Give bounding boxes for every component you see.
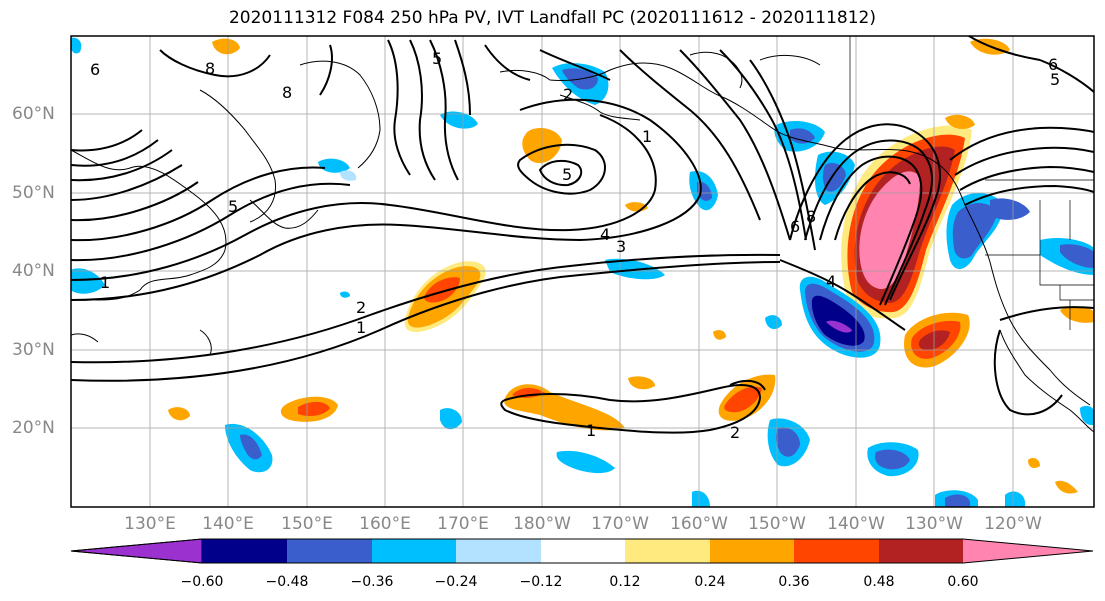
lon-label: 130°W: [905, 514, 963, 534]
colorbar-tick-label: 0.48: [863, 574, 895, 590]
colorbar-tick-label: 0.12: [609, 574, 641, 590]
colorbar-cell: [710, 539, 794, 563]
colorbar-cell: [963, 539, 1093, 563]
colorbar: [70, 538, 1094, 564]
lon-label: 130°E: [124, 514, 176, 534]
colorbar-tick-label: −0.60: [180, 574, 224, 590]
colorbar-cell: [879, 539, 963, 563]
colorbar-tick-label: −0.12: [519, 574, 563, 590]
colorbar-outline: [70, 538, 1094, 564]
colorbar-cell: [456, 539, 541, 563]
pv-label: 8: [282, 83, 292, 102]
lon-label: 150°E: [281, 514, 333, 534]
pv-label: 5: [562, 165, 572, 184]
colorbar-cell: [794, 539, 879, 563]
map-title: 2020111312 F084 250 hPa PV, IVT Landfall…: [228, 8, 876, 28]
colorbar-cell: [287, 539, 372, 563]
lat-label: 30°N: [12, 340, 55, 360]
map-frame: [70, 35, 1095, 508]
pv-label: 8: [806, 207, 816, 226]
pv-contours: [71, 36, 1094, 434]
pv-label: 6: [790, 217, 800, 236]
pv-label: 5: [1050, 70, 1060, 89]
lon-label: 150°W: [748, 514, 806, 534]
colorbar-tick-label: 0.24: [694, 574, 726, 590]
pv-label: 6: [90, 60, 100, 79]
lat-label: 60°N: [12, 104, 55, 124]
lon-label: 170°E: [437, 514, 489, 534]
pv-label: 4: [600, 225, 610, 244]
lat-label: 40°N: [12, 261, 55, 281]
colorbar-cell: [372, 539, 456, 563]
lon-label: 140°W: [827, 514, 885, 534]
pv-label: 1: [642, 127, 652, 146]
pv-label: 4: [826, 272, 836, 291]
pv-label: 1: [356, 318, 366, 337]
lon-label: 140°E: [202, 514, 254, 534]
lat-label: 20°N: [12, 418, 55, 438]
colorbar-tick-label: −0.36: [350, 574, 394, 590]
pv-label: 2: [730, 423, 740, 442]
pv-label: 3: [616, 237, 626, 256]
pv-contour-labels: 2 1 3 4 5 5 8 8 6 8 6 4 1 2 1 2 6 5 5 1: [90, 49, 1060, 442]
lat-label: 50°N: [12, 183, 55, 203]
lon-label: 180°W: [513, 514, 571, 534]
pv-label: 1: [100, 273, 110, 292]
colorbar-cell: [70, 538, 203, 564]
pv-label: 2: [356, 298, 366, 317]
pv-label: 8: [205, 59, 215, 78]
pv-label: 2: [563, 85, 573, 104]
lon-label: 120°W: [984, 514, 1042, 534]
colorbar-tick-label: −0.48: [265, 574, 309, 590]
borders: [849, 36, 1094, 330]
colorbar-cell: [541, 539, 625, 563]
colorbar-tick-label: 0.36: [778, 574, 810, 590]
colorbar-cell: [202, 539, 287, 563]
colorbar-cell: [625, 539, 710, 563]
pv-label: 1: [586, 421, 596, 440]
colorbar-tick-label: −0.24: [434, 574, 478, 590]
colorbar-tick-label: 0.60: [947, 574, 979, 590]
pv-label: 5: [432, 49, 442, 68]
lon-label: 160°W: [670, 514, 728, 534]
lon-label: 160°E: [359, 514, 411, 534]
lon-label: 170°W: [591, 514, 649, 534]
pv-label: 6: [1048, 55, 1058, 74]
pv-label: 5: [228, 197, 238, 216]
